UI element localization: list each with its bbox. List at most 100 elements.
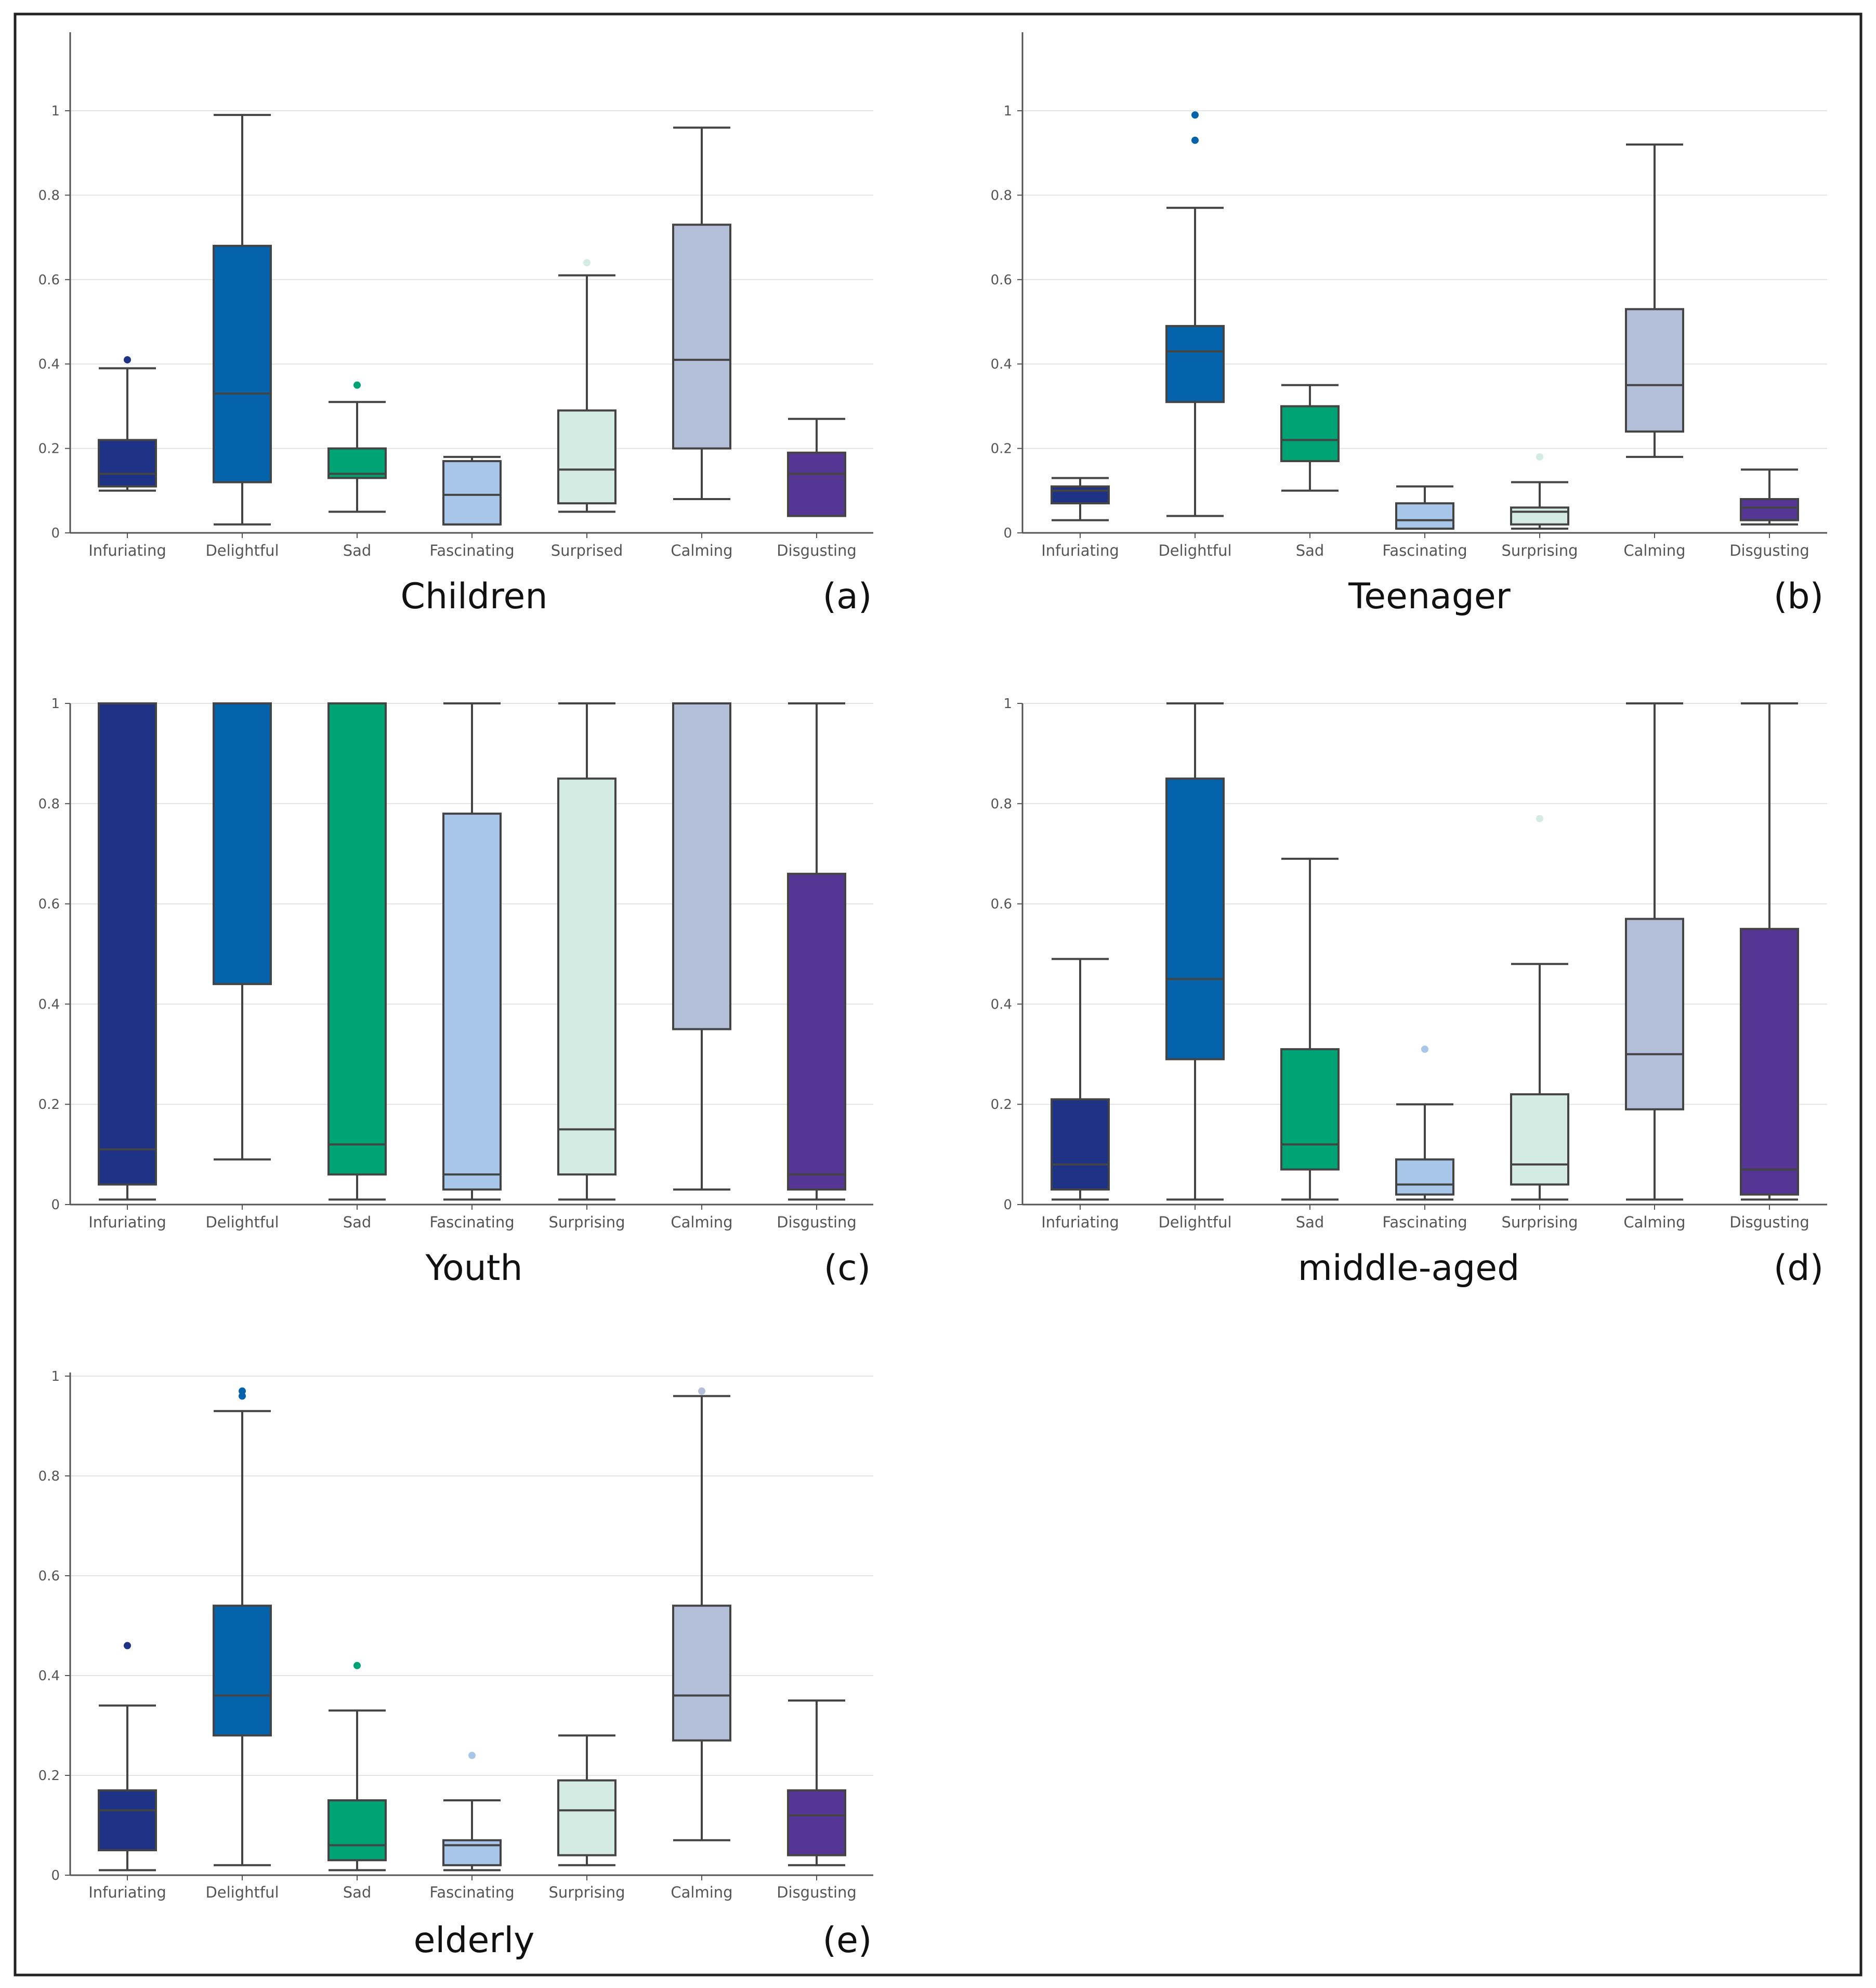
- outlier-point: [698, 1387, 705, 1395]
- y-tick-label: 1: [51, 696, 60, 712]
- y-tick-label: 1: [1003, 696, 1012, 712]
- panel-letter: (a): [823, 576, 872, 617]
- box-body: [787, 872, 846, 1191]
- box-body: [1165, 325, 1225, 403]
- y-tick-label: 0.6: [38, 1568, 60, 1584]
- x-tick-label-delightful: Delightful: [1158, 1213, 1231, 1231]
- x-tick-label-infuriating: Infuriating: [1041, 542, 1119, 559]
- y-tick-label: 0.4: [991, 997, 1012, 1012]
- box-calming: Calming: [1623, 143, 1686, 559]
- y-tick-label: 0.2: [38, 441, 60, 457]
- y-tick-label: 0.4: [38, 1668, 60, 1684]
- outlier-point: [1536, 815, 1543, 822]
- box-body: [98, 702, 157, 1186]
- x-tick-label-calming: Calming: [671, 1884, 732, 1901]
- box-body: [213, 244, 272, 483]
- y-tick-label: 0.6: [38, 272, 60, 288]
- box-fascinating: Fascinating: [1382, 485, 1467, 559]
- x-tick-label-calming: Calming: [671, 542, 732, 559]
- box-sad: Sad: [1280, 384, 1340, 559]
- x-tick-label-surprising: Surprising: [548, 1213, 625, 1231]
- y-tick-label: 0.6: [991, 897, 1012, 912]
- figure-frame: [14, 12, 1862, 1977]
- box-body: [672, 1604, 731, 1742]
- box-body: [1280, 1048, 1340, 1171]
- x-tick-label-surprising: Surprising: [548, 1884, 625, 1901]
- outlier-point: [353, 381, 361, 389]
- box-calming: Calming: [671, 1387, 733, 1901]
- y-tick-label: 0.8: [38, 1469, 60, 1484]
- box-sad: Sad: [327, 702, 387, 1231]
- box-infuriating: Infuriating: [88, 356, 166, 559]
- x-tick-label-delightful: Delightful: [1158, 542, 1231, 559]
- box-delightful: Delightful: [205, 702, 279, 1231]
- outlier-point: [583, 259, 591, 267]
- box-body: [1280, 405, 1340, 462]
- box-body: [327, 1799, 387, 1862]
- x-tick-label-delightful: Delightful: [205, 1884, 279, 1901]
- box-fascinating: Fascinating: [429, 1751, 515, 1901]
- box-sad: Sad: [327, 381, 387, 559]
- y-tick-label: 0.4: [38, 997, 60, 1012]
- x-tick-label-delightful: Delightful: [205, 1213, 279, 1231]
- box-delightful: Delightful: [1158, 111, 1232, 559]
- panel-title: Teenager: [1348, 576, 1510, 617]
- outlier-point: [124, 1642, 131, 1650]
- box-body: [557, 777, 616, 1176]
- x-tick-label-surprised: Surprised: [551, 542, 623, 559]
- outlier-point: [1536, 453, 1543, 461]
- y-tick-label: 0.6: [38, 897, 60, 912]
- x-tick-label-sad: Sad: [343, 1884, 372, 1901]
- x-tick-label-disgusting: Disgusting: [777, 1213, 857, 1231]
- box-body: [1510, 506, 1569, 526]
- x-tick-label-fascinating: Fascinating: [1382, 1213, 1467, 1231]
- y-tick-label: 0.6: [991, 272, 1012, 288]
- box-fascinating: Fascinating: [429, 702, 515, 1231]
- box-body: [1051, 485, 1110, 505]
- box-body: [1395, 1158, 1454, 1196]
- x-tick-label-fascinating: Fascinating: [429, 542, 514, 559]
- box-body: [1625, 918, 1684, 1110]
- x-tick-label-infuriating: Infuriating: [88, 1884, 166, 1901]
- box-infuriating: Infuriating: [88, 1642, 166, 1901]
- box-fascinating: Fascinating: [429, 455, 515, 559]
- box-body: [442, 813, 502, 1191]
- y-tick-label: 0.2: [38, 1097, 60, 1113]
- y-tick-label: 0.8: [991, 796, 1012, 812]
- box-delightful: Delightful: [205, 1387, 279, 1901]
- box-disgusting: Disgusting: [777, 702, 857, 1231]
- x-tick-label-infuriating: Infuriating: [1041, 1213, 1119, 1231]
- panel-title: Youth: [425, 1248, 523, 1289]
- y-tick-label: 0.4: [991, 357, 1012, 372]
- box-body: [1051, 1098, 1110, 1191]
- box-surprising: Surprising: [1501, 815, 1578, 1231]
- y-tick-label: 0: [51, 1197, 60, 1213]
- x-tick-label-sad: Sad: [343, 1213, 372, 1231]
- box-body: [1395, 502, 1454, 530]
- panel-letter: (e): [823, 1920, 872, 1961]
- x-tick-label-surprising: Surprising: [1501, 1213, 1578, 1231]
- y-tick-label: 0.2: [38, 1768, 60, 1784]
- y-tick-label: 0.4: [38, 357, 60, 372]
- outlier-point: [1421, 1045, 1428, 1053]
- outlier-point: [353, 1662, 361, 1669]
- y-tick-label: 0: [51, 526, 60, 541]
- outlier-point: [1191, 111, 1199, 119]
- y-tick-label: 1: [51, 103, 60, 119]
- outlier-point: [124, 356, 131, 364]
- y-tick-label: 0.8: [991, 188, 1012, 203]
- x-tick-label-disgusting: Disgusting: [777, 542, 857, 559]
- box-infuriating: Infuriating: [88, 702, 166, 1231]
- x-tick-label-sad: Sad: [1296, 1213, 1324, 1231]
- y-tick-label: 0.8: [38, 188, 60, 203]
- box-body: [213, 1604, 272, 1737]
- box-disgusting: Disgusting: [777, 417, 857, 559]
- box-calming: Calming: [1623, 702, 1686, 1231]
- x-tick-label-sad: Sad: [1296, 542, 1324, 559]
- box-body: [1740, 927, 1799, 1196]
- panel-letter: (d): [1774, 1248, 1823, 1289]
- box-sad: Sad: [1280, 857, 1340, 1231]
- box-body: [98, 439, 157, 488]
- box-calming: Calming: [671, 126, 733, 559]
